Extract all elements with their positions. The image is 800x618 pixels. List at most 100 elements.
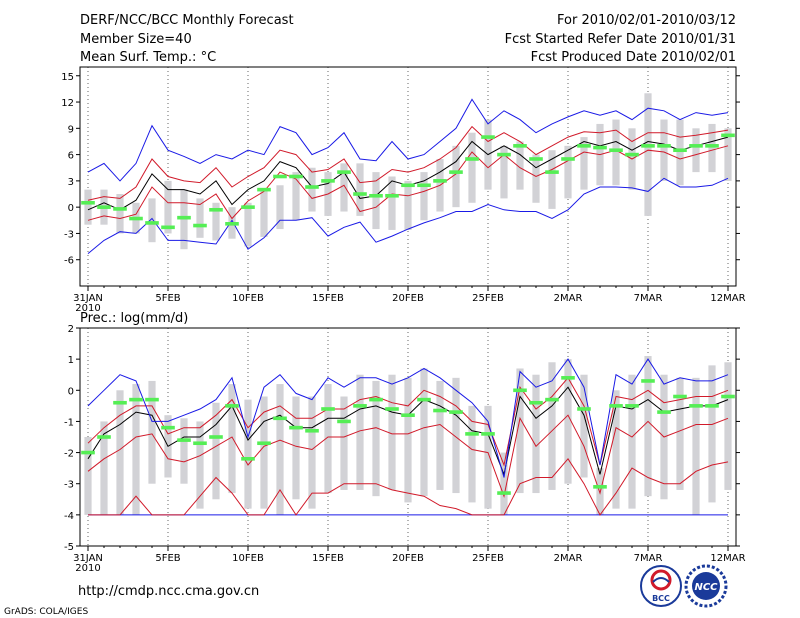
ncc-logo: NCC bbox=[684, 564, 728, 608]
median-marker bbox=[721, 394, 735, 399]
median-marker bbox=[593, 485, 607, 489]
grads-credit: GrADS: COLA/IGES bbox=[4, 607, 88, 617]
header-title: DERF/NCC/BCC Monthly Forecast bbox=[80, 13, 294, 28]
ensemble-box bbox=[708, 365, 716, 503]
median-marker bbox=[369, 397, 383, 402]
median-marker bbox=[161, 225, 175, 230]
median-marker bbox=[81, 200, 95, 205]
ensemble-box bbox=[612, 119, 620, 186]
header-forecast-range: For 2010/02/01-2010/03/12 bbox=[557, 13, 736, 28]
median-marker bbox=[465, 432, 479, 436]
median-marker bbox=[177, 215, 191, 220]
series-upper_outer-line bbox=[87, 98, 729, 182]
ensemble-box bbox=[164, 180, 172, 234]
median-marker bbox=[113, 400, 127, 405]
ensemble-box bbox=[260, 189, 268, 237]
ensemble-box bbox=[500, 145, 508, 199]
median-marker bbox=[209, 207, 223, 212]
ensemble-box bbox=[644, 356, 652, 497]
x-tick-label: 25FEB bbox=[472, 553, 504, 564]
series-lower_inner-line bbox=[87, 145, 729, 221]
median-marker bbox=[273, 174, 287, 179]
x-tick-label: 15FEB bbox=[312, 553, 344, 564]
median-marker bbox=[465, 157, 479, 161]
ensemble-box bbox=[228, 384, 236, 494]
ensemble-box bbox=[692, 128, 700, 173]
ensemble-box bbox=[212, 202, 220, 241]
ensemble-box bbox=[676, 119, 684, 186]
median-marker bbox=[417, 397, 431, 402]
y-tick-label: 15 bbox=[61, 72, 74, 83]
ensemble-box bbox=[500, 452, 508, 515]
ensemble-box bbox=[548, 362, 556, 490]
ensemble-box bbox=[708, 123, 716, 173]
median-marker bbox=[177, 438, 191, 442]
ensemble-box bbox=[452, 145, 460, 208]
ensemble-box bbox=[388, 176, 396, 230]
ensemble-box bbox=[292, 396, 300, 500]
ensemble-box bbox=[84, 437, 92, 515]
y-tick-label: 12 bbox=[61, 98, 74, 109]
y-tick-label: 2 bbox=[68, 324, 74, 335]
median-marker bbox=[273, 416, 287, 421]
median-marker bbox=[369, 193, 383, 198]
y-tick-label: 0 bbox=[68, 203, 74, 214]
y-tick-label: -3 bbox=[64, 229, 74, 240]
chart-title-temp: Mean Surf. Temp.: °C bbox=[80, 50, 216, 65]
median-marker bbox=[641, 379, 655, 383]
ensemble-box bbox=[484, 405, 492, 509]
ensemble-box bbox=[548, 150, 556, 209]
median-marker bbox=[705, 404, 719, 408]
median-marker bbox=[497, 491, 511, 495]
ensemble-box bbox=[612, 390, 620, 509]
median-marker bbox=[129, 397, 143, 402]
ensemble-box bbox=[340, 396, 348, 490]
x-tick-label: 10FEB bbox=[232, 293, 264, 304]
x-tick-label: 12MAR bbox=[710, 553, 745, 564]
median-marker bbox=[321, 407, 335, 411]
median-marker bbox=[209, 435, 223, 439]
ensemble-box bbox=[308, 167, 316, 212]
median-marker bbox=[385, 193, 399, 198]
median-marker bbox=[225, 404, 239, 408]
median-marker bbox=[625, 152, 639, 157]
ensemble-box bbox=[340, 163, 348, 212]
header-member-size: Member Size=40 bbox=[80, 32, 192, 47]
x-tick-year: 2010 bbox=[75, 563, 100, 574]
ensemble-box bbox=[356, 374, 364, 490]
median-marker bbox=[305, 428, 319, 433]
ensemble-box bbox=[148, 198, 156, 243]
median-marker bbox=[561, 376, 575, 380]
x-tick-year: 2010 bbox=[75, 303, 100, 314]
median-marker bbox=[609, 404, 623, 408]
ensemble-box bbox=[676, 377, 684, 490]
ensemble-box bbox=[516, 141, 524, 190]
ensemble-box bbox=[564, 359, 572, 484]
ensemble-box bbox=[196, 198, 204, 238]
series-red_low-line bbox=[88, 457, 729, 516]
median-marker bbox=[225, 222, 239, 226]
ensemble-box bbox=[116, 194, 124, 234]
x-tick-label: 12MAR bbox=[710, 293, 745, 304]
median-marker bbox=[625, 404, 639, 408]
y-tick-label: -6 bbox=[64, 256, 74, 267]
median-marker bbox=[497, 152, 511, 157]
median-marker bbox=[481, 135, 495, 139]
ensemble-box bbox=[372, 380, 380, 497]
footer-url[interactable]: http://cmdp.ncc.cma.gov.cn bbox=[78, 584, 259, 599]
ensemble-box bbox=[468, 132, 476, 203]
ensemble-box bbox=[420, 172, 428, 221]
median-marker bbox=[513, 388, 527, 393]
ensemble-box bbox=[244, 399, 252, 509]
median-marker bbox=[433, 179, 447, 183]
ensemble-box bbox=[324, 384, 332, 494]
ensemble-box bbox=[404, 180, 412, 230]
x-tick-label: 15FEB bbox=[312, 293, 344, 304]
ensemble-box bbox=[260, 396, 268, 509]
median-marker bbox=[337, 419, 351, 424]
x-tick-label: 10FEB bbox=[232, 553, 264, 564]
ensemble-box bbox=[180, 418, 188, 484]
median-marker bbox=[145, 221, 159, 225]
